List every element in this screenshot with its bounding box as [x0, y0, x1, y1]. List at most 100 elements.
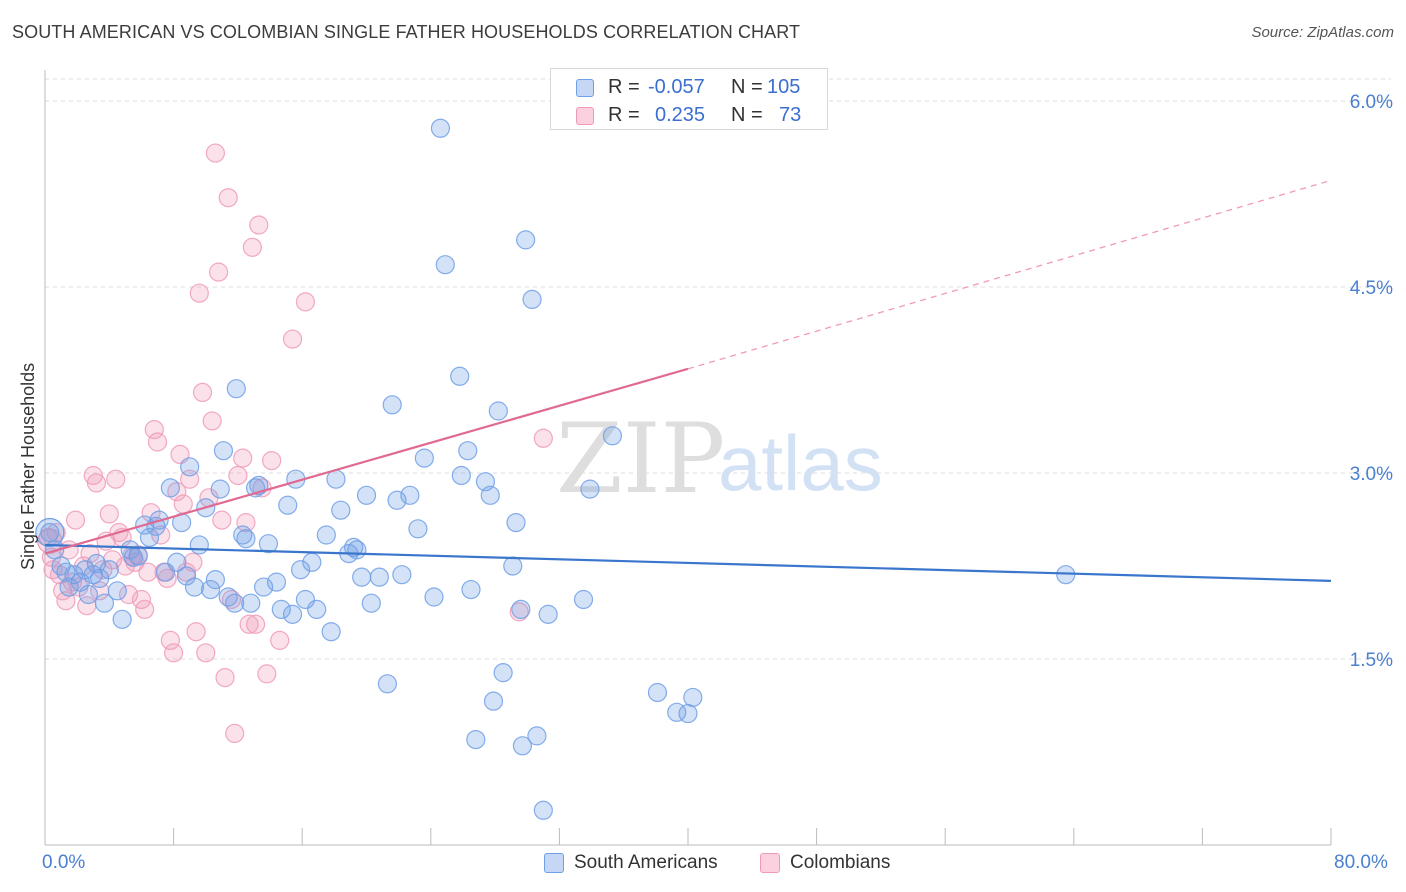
axes [44, 70, 1332, 846]
colombians-point [151, 525, 171, 545]
colombians-point [242, 237, 262, 257]
bottom-legend-swatch-pink [760, 853, 780, 873]
colombians-point [189, 283, 209, 303]
south-americans-point [35, 517, 65, 548]
trend-lines [44, 179, 1332, 582]
south-americans-point [167, 552, 187, 572]
south-americans-point [271, 599, 291, 620]
south-americans-point [316, 525, 336, 545]
colombians-point [209, 262, 229, 282]
south-americans-point [483, 691, 504, 711]
south-americans-point [205, 570, 225, 590]
y-tick-label: 6.0% [1350, 92, 1393, 113]
chart-title: SOUTH AMERICAN VS COLOMBIAN SINGLE FATHE… [12, 22, 801, 42]
watermark-atlas: atlas [718, 419, 883, 507]
south-americans-point [184, 577, 205, 597]
south-americans-point [506, 512, 526, 533]
colombians-point [173, 494, 193, 514]
watermark: ZIP atlas [556, 403, 883, 515]
colombians-point [218, 188, 238, 208]
colombians-point [99, 504, 119, 524]
south-americans-point [94, 593, 115, 613]
south-americans-point [480, 485, 500, 505]
south-americans-point [254, 577, 274, 597]
x-tick-label-max: 80.0% [1334, 852, 1388, 873]
colombians-point [228, 465, 248, 486]
colombians-point [262, 451, 282, 471]
colombians-trend-line [44, 367, 689, 555]
south-americans-point [112, 609, 132, 629]
legend-n-value: 73 [779, 104, 802, 126]
south-americans-point [522, 289, 542, 309]
south-americans-point [602, 426, 623, 446]
legend-r-label: R = [608, 76, 640, 98]
source-label: Source: ZipAtlas.com [1251, 24, 1394, 41]
south-americans-point [527, 726, 547, 746]
south-americans-point [392, 565, 412, 585]
colombians-point [233, 448, 253, 468]
south-americans-point [400, 485, 420, 505]
bottom-legend-swatch-blue [544, 853, 564, 873]
south-americans-point [139, 527, 160, 548]
south-americans-point [200, 579, 221, 600]
y-tick-label: 4.5% [1350, 278, 1393, 299]
south-americans-point [321, 622, 341, 642]
south-americans-point [226, 379, 246, 399]
colombians-trend-extension [687, 179, 1332, 370]
south-americans-point [369, 567, 389, 587]
south-americans-point [387, 490, 407, 510]
colombians-point [160, 630, 180, 651]
bottom-legend-label: Colombians [790, 852, 891, 873]
colombians-point [138, 562, 158, 582]
colombians-point [135, 599, 155, 620]
colombians-point [192, 382, 213, 402]
colombians-point [221, 589, 242, 610]
colombians-point [249, 215, 269, 235]
south-americans-point [408, 519, 428, 539]
colombians-point [212, 510, 232, 530]
south-americans-point [516, 230, 536, 250]
south-americans-point [458, 441, 478, 461]
south-americans-point [282, 604, 303, 624]
south-americans-point [40, 522, 60, 543]
south-americans-point [225, 593, 245, 613]
south-americans-point [347, 540, 367, 560]
colombians-point [186, 622, 206, 642]
colombians-point [157, 568, 177, 589]
south-americans-point [647, 682, 668, 703]
colombians-point [164, 643, 184, 663]
south-americans-point [361, 593, 381, 613]
south-americans-point [180, 457, 200, 477]
colombians-point [533, 428, 553, 448]
south-americans-point [430, 118, 451, 138]
colombians-point [202, 411, 222, 431]
legend: R = -0.057 N = 105 R = 0.235 N = 73 [550, 68, 828, 130]
y-tick-label: 3.0% [1350, 464, 1393, 485]
x-tick-label-min: 0.0% [42, 852, 86, 873]
legend-swatch-pink [576, 107, 594, 125]
south-americans-point [512, 736, 533, 756]
south-americans-point [450, 366, 470, 386]
legend-r-label: R = [608, 104, 640, 126]
colombians-point [144, 420, 164, 440]
south-americans-point [307, 599, 327, 620]
south-americans-point [128, 546, 148, 566]
south-americans-point [160, 478, 180, 498]
colombians-point [295, 292, 316, 312]
colombians-point [147, 432, 168, 452]
legend-row-south-americans: R = -0.057 N = 105 [551, 73, 827, 101]
colombians-point [86, 473, 107, 493]
colombians-point [205, 143, 225, 163]
legend-row-colombians: R = 0.235 N = 73 [551, 101, 827, 129]
colombians-point [215, 667, 235, 688]
south-americans-point [533, 800, 553, 820]
colombians-points [37, 143, 553, 744]
south-americans-point [236, 529, 256, 549]
south-americans-point [356, 485, 377, 505]
colombians-point [106, 469, 126, 489]
y-tick-label: 1.5% [1350, 650, 1393, 671]
south-americans-point [580, 479, 600, 499]
south-americans-point [331, 500, 351, 520]
colombians-point [236, 512, 256, 533]
